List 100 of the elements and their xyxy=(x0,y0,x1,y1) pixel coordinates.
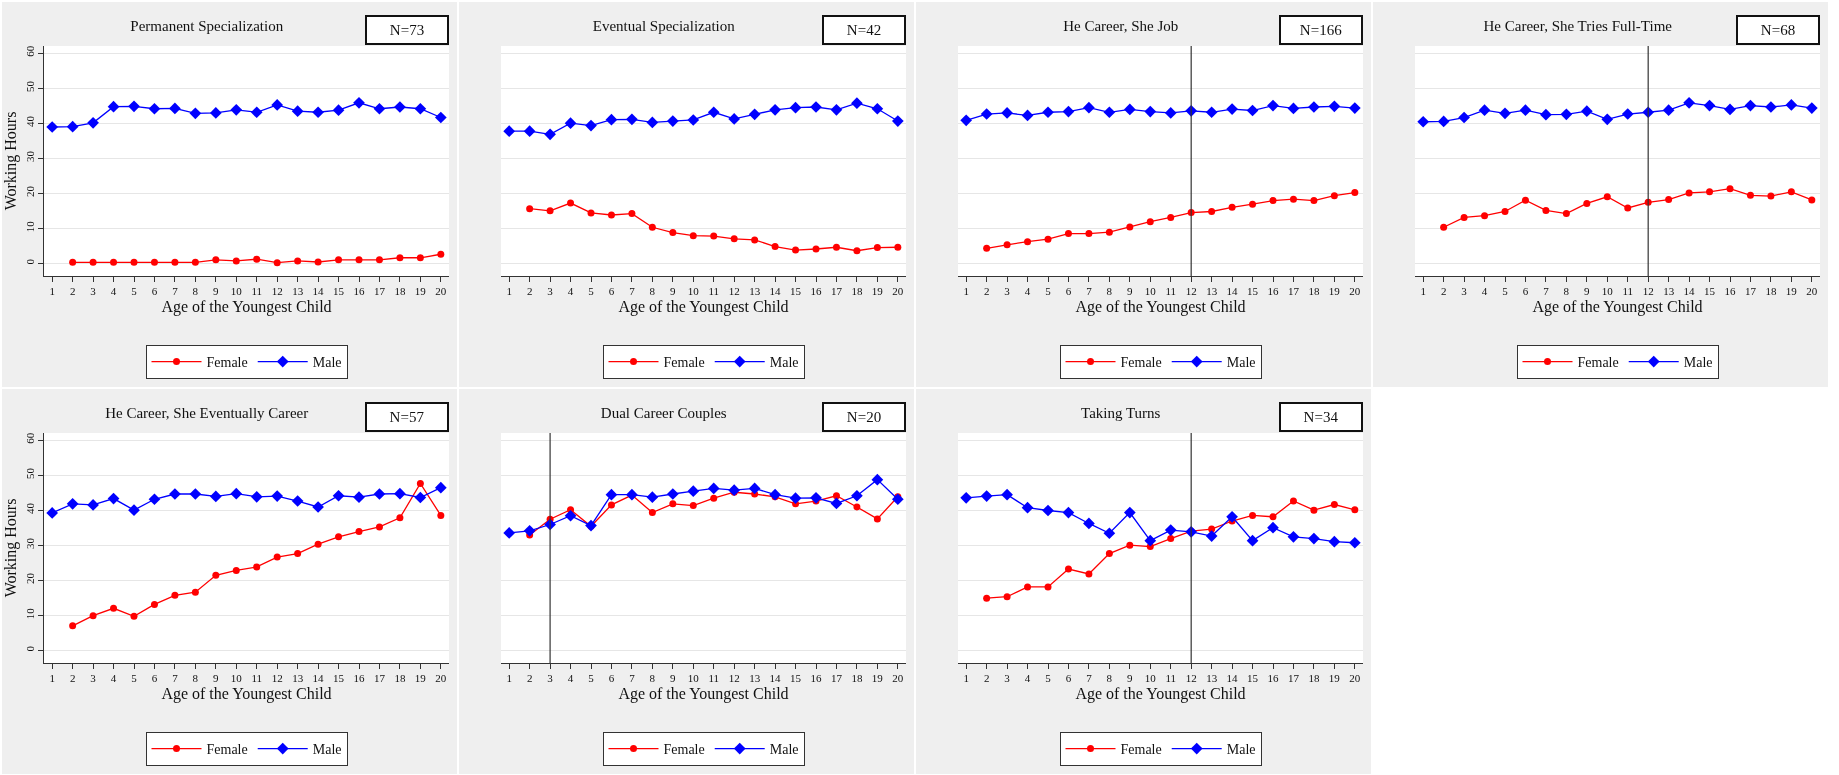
x-tick-label: 14 xyxy=(312,672,325,685)
x-tick-label: 16 xyxy=(1267,285,1279,298)
x-tick-label: 18 xyxy=(1765,285,1777,298)
x-tick-label: 5 xyxy=(1045,672,1052,685)
x-tick-label: 2 xyxy=(983,285,990,298)
x-tick-label: 13 xyxy=(749,285,761,298)
x-axis-title: Age of the Youngest Child xyxy=(1532,297,1703,316)
x-tick-label: 8 xyxy=(1106,285,1113,298)
x-tick-label: 18 xyxy=(1308,285,1320,298)
x-tick-label: 12 xyxy=(728,672,740,685)
x-tick-label: 17 xyxy=(1287,285,1300,298)
x-tick-label: 3 xyxy=(1461,285,1468,298)
y-tick-label: 10 xyxy=(23,607,36,620)
x-tick-label: 4 xyxy=(1024,285,1031,298)
chart-title: Permanent Specialization xyxy=(130,17,284,34)
x-tick-label: 10 xyxy=(687,285,700,298)
y-tick-label: 0 xyxy=(23,258,36,265)
x-tick-label: 13 xyxy=(292,285,304,298)
x-tick-label: 9 xyxy=(670,285,677,298)
legend-label: Male xyxy=(312,355,342,371)
x-tick-label: 8 xyxy=(192,672,199,685)
x-tick-label: 5 xyxy=(131,285,138,298)
x-tick-label: 7 xyxy=(172,672,179,685)
x-tick-label: 10 xyxy=(1601,285,1614,298)
y-tick-label: 40 xyxy=(23,502,36,514)
x-tick-label: 6 xyxy=(1065,285,1072,298)
y-tick-label: 30 xyxy=(23,537,36,550)
x-tick-label: 20 xyxy=(892,672,904,685)
x-tick-label: 5 xyxy=(588,285,595,298)
x-tick-label: 6 xyxy=(151,672,158,685)
y-tick-label: 60 xyxy=(23,45,36,57)
x-tick-label: 17 xyxy=(373,672,386,685)
x-tick-label: 8 xyxy=(1106,672,1113,685)
legend-label: Male xyxy=(769,355,799,371)
x-tick-label: 15 xyxy=(333,672,345,685)
x-tick-label: 4 xyxy=(1024,672,1031,685)
text: N=68 xyxy=(1760,22,1796,38)
x-tick-label: 4 xyxy=(110,672,117,685)
x-tick-label: 18 xyxy=(1308,672,1320,685)
x-tick-label: 19 xyxy=(871,285,884,298)
x-tick-label: 6 xyxy=(151,285,158,298)
x-tick-label: 17 xyxy=(830,285,843,298)
x-tick-label: 8 xyxy=(649,285,656,298)
y-tick-label: 0 xyxy=(23,645,36,652)
x-tick-label: 12 xyxy=(1185,285,1197,298)
x-tick-label: 15 xyxy=(790,672,802,685)
x-tick-label: 6 xyxy=(1522,285,1529,298)
legend-label: Male xyxy=(1226,742,1256,758)
x-tick-label: 6 xyxy=(608,285,615,298)
x-tick-label: 10 xyxy=(1144,285,1157,298)
x-axis-title: Age of the Youngest Child xyxy=(618,684,789,703)
x-tick-label: 7 xyxy=(1543,285,1550,298)
x-tick-label: 15 xyxy=(1247,672,1259,685)
x-tick-label: 11 xyxy=(251,672,263,685)
x-tick-label: 4 xyxy=(567,285,574,298)
x-tick-label: 9 xyxy=(213,285,220,298)
x-tick-label: 2 xyxy=(983,672,990,685)
x-tick-label: 8 xyxy=(192,285,199,298)
text: N=20 xyxy=(846,409,882,425)
y-tick-label: 30 xyxy=(23,150,36,163)
x-tick-label: 10 xyxy=(230,285,243,298)
x-tick-label: 19 xyxy=(414,672,427,685)
legend-label: Female xyxy=(206,742,248,758)
x-tick-label: 12 xyxy=(1185,672,1197,685)
legend-label: Female xyxy=(206,355,248,371)
legend-label: Female xyxy=(1120,355,1162,371)
legend-label: Male xyxy=(1683,355,1713,371)
x-tick-label: 9 xyxy=(670,672,677,685)
text: N=57 xyxy=(389,409,425,425)
x-tick-label: 11 xyxy=(251,285,263,298)
y-tick-label: 50 xyxy=(23,80,36,92)
x-tick-label: 9 xyxy=(213,672,220,685)
y-tick-label: 10 xyxy=(23,220,36,233)
x-tick-label: 14 xyxy=(1683,285,1696,298)
x-tick-label: 11 xyxy=(1622,285,1634,298)
x-tick-label: 15 xyxy=(1247,285,1259,298)
x-tick-label: 15 xyxy=(1704,285,1716,298)
x-tick-label: 9 xyxy=(1127,285,1134,298)
x-tick-label: 3 xyxy=(1004,285,1011,298)
x-axis-title: Age of the Youngest Child xyxy=(618,297,789,316)
x-tick-label: 12 xyxy=(271,285,283,298)
x-tick-label: 17 xyxy=(373,285,386,298)
x-tick-label: 3 xyxy=(1004,672,1011,685)
x-axis-title: Age of the Youngest Child xyxy=(161,684,332,703)
legend-label: Male xyxy=(312,742,342,758)
legend-label: Male xyxy=(769,742,799,758)
x-tick-label: 4 xyxy=(1481,285,1488,298)
x-tick-label: 16 xyxy=(810,285,822,298)
x-tick-label: 13 xyxy=(292,672,304,685)
x-tick-label: 19 xyxy=(1328,672,1341,685)
x-tick-label: 6 xyxy=(1065,672,1072,685)
x-tick-label: 14 xyxy=(1226,285,1239,298)
x-tick-label: 5 xyxy=(1045,285,1052,298)
x-tick-label: 18 xyxy=(851,285,863,298)
chart-title: He Career, She Eventually Career xyxy=(105,404,309,421)
x-tick-label: 12 xyxy=(1642,285,1654,298)
x-tick-label: 8 xyxy=(1563,285,1570,298)
x-tick-label: 16 xyxy=(1724,285,1736,298)
x-tick-label: 1 xyxy=(49,285,55,298)
x-tick-label: 1 xyxy=(49,672,55,685)
